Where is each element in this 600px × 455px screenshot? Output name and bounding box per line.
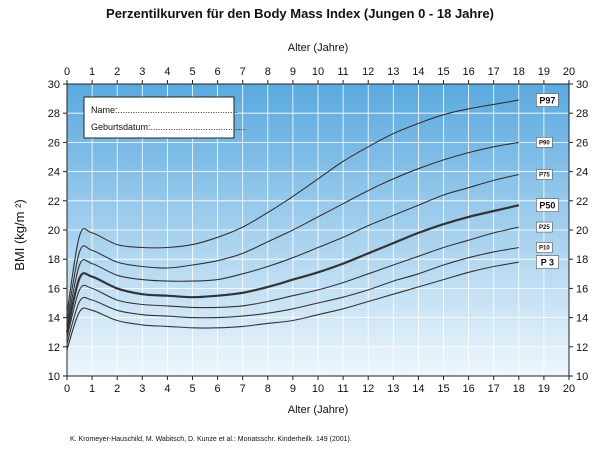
x-tick-label: 17 — [488, 383, 500, 395]
x-tick-label: 12 — [362, 383, 374, 395]
y-tick-label-right: 22 — [576, 196, 588, 208]
label-box-p75 — [536, 169, 553, 180]
y-tick-label: 18 — [48, 254, 60, 266]
x-tick-label: 8 — [265, 383, 271, 395]
y-tick-label-right: 26 — [576, 137, 588, 149]
x-tick-label: 5 — [189, 383, 195, 395]
percentile-labels: P97 P90 P75 P50 P25 P10 P 3 — [536, 93, 559, 269]
x-tick-label-top: 10 — [312, 66, 324, 78]
x-tick-label: 9 — [290, 383, 296, 395]
birthdate-field-label: Geburtsdatum:...........................… — [91, 122, 246, 132]
label-box-p3 — [536, 255, 559, 269]
x-tick-label: 19 — [538, 383, 550, 395]
y-tick-label-right: 16 — [576, 283, 588, 295]
y-tick-label-right: 10 — [576, 371, 588, 383]
x-tick-label-top: 0 — [64, 66, 70, 78]
x-tick-label-top: 16 — [462, 66, 474, 78]
y-tick-label-right: 30 — [576, 79, 588, 91]
x-tick-label-top: 15 — [437, 66, 449, 78]
y-tick-label-right: 28 — [576, 108, 588, 120]
y-tick-label-right: 12 — [576, 342, 588, 354]
x-tick-label-top: 3 — [139, 66, 145, 78]
grid — [67, 84, 569, 376]
y-tick-label-right: 18 — [576, 254, 588, 266]
x-tick-label-top: 5 — [189, 66, 195, 78]
x-tick-label: 4 — [164, 383, 170, 395]
x-tick-label-top: 12 — [362, 66, 374, 78]
y-tick-label: 26 — [48, 137, 60, 149]
x-tick-label: 13 — [387, 383, 399, 395]
curve-p10 — [66, 246, 519, 345]
label-p75: P75 — [539, 173, 550, 179]
y-tick-label: 22 — [48, 196, 60, 208]
x-tick-label-top: 20 — [563, 66, 575, 78]
x-tick-label-top: 17 — [488, 66, 500, 78]
axis-ticks: 0011223344556677889910101111121213131414… — [48, 66, 589, 395]
chart-title: Perzentilkurven für den Body Mass Index … — [106, 6, 494, 21]
y-tick-label-right: 24 — [576, 167, 588, 179]
x-tick-label: 15 — [437, 383, 449, 395]
percentile-curves — [65, 99, 520, 350]
y-tick-label: 10 — [48, 371, 60, 383]
x-tick-label-top: 11 — [337, 66, 348, 78]
label-box-p90 — [536, 137, 553, 148]
curve-p75 — [66, 173, 519, 327]
y-tick-label: 24 — [48, 167, 60, 179]
x-tick-label: 10 — [312, 383, 324, 395]
y-tick-label: 28 — [48, 108, 60, 120]
x-tick-label-top: 13 — [387, 66, 399, 78]
x-tick-label: 7 — [240, 383, 246, 395]
x-tick-label: 16 — [462, 383, 474, 395]
x-tick-label: 6 — [215, 383, 221, 395]
x-tick-label-top: 18 — [513, 66, 525, 78]
label-p10: P10 — [539, 246, 550, 252]
label-p90: P90 — [539, 141, 550, 147]
label-p97: P97 — [539, 95, 555, 105]
label-p3: P 3 — [541, 257, 554, 267]
x-tick-label: 14 — [412, 383, 424, 395]
y-tick-label: 16 — [48, 283, 60, 295]
label-box-p97 — [536, 93, 559, 107]
x-tick-label-top: 14 — [412, 66, 424, 78]
curve-p90 — [66, 141, 519, 321]
x-tick-label: 2 — [114, 383, 120, 395]
x-tick-label-top: 8 — [265, 66, 271, 78]
citation: K. Kromeyer-Hauschild, M. Wabitsch, D. K… — [70, 436, 352, 443]
x-axis-title: Alter (Jahre) — [288, 404, 349, 416]
x-tick-label: 1 — [89, 383, 95, 395]
x-tick-label: 11 — [337, 383, 348, 395]
x-tick-label-top: 4 — [164, 66, 170, 78]
curve-p3 — [66, 261, 519, 350]
label-p50: P50 — [539, 200, 555, 210]
y-tick-label: 12 — [48, 342, 60, 354]
y-tick-label: 20 — [48, 225, 60, 237]
x-tick-label-top: 2 — [114, 66, 120, 78]
label-box-p50 — [536, 198, 559, 212]
info-box: Name:...................................… — [83, 96, 246, 139]
x-tick-label: 18 — [513, 383, 525, 395]
x-tick-label: 20 — [563, 383, 575, 395]
x-tick-label-top: 19 — [538, 66, 550, 78]
y-tick-label-right: 14 — [576, 313, 588, 325]
x-tick-label-top: 9 — [290, 66, 296, 78]
y-axis-title: BMI (kg/m ²) — [12, 199, 27, 271]
x-tick-label-top: 6 — [215, 66, 221, 78]
name-field-label: Name:...................................… — [91, 105, 238, 115]
label-box-p10 — [536, 242, 553, 253]
label-p25: P25 — [539, 225, 550, 231]
x-tick-label-top: 1 — [89, 66, 95, 78]
curve-p97 — [66, 99, 519, 314]
curve-p25 — [66, 226, 519, 339]
label-box-p25 — [536, 221, 553, 233]
y-tick-label-right: 20 — [576, 225, 588, 237]
x-tick-label: 0 — [64, 383, 70, 395]
curve-p50 — [65, 204, 520, 333]
y-tick-label: 30 — [48, 79, 60, 91]
x-axis-title-top: Alter (Jahre) — [288, 42, 349, 54]
x-tick-label: 3 — [139, 383, 145, 395]
x-tick-label-top: 7 — [240, 66, 246, 78]
y-tick-label: 14 — [48, 313, 60, 325]
